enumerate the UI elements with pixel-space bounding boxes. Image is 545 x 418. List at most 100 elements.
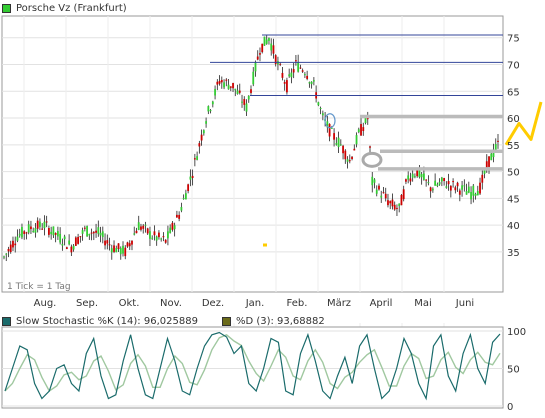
candle-up — [470, 192, 472, 200]
price-y-tick-label: 70 — [507, 60, 520, 71]
candle-up — [189, 176, 192, 180]
candle-up — [445, 186, 448, 188]
candle-up — [326, 121, 329, 128]
price-y-axis: 35 40 45 50 55 60 65 70 75 — [507, 34, 520, 259]
candle-down — [389, 201, 392, 204]
candle-up — [319, 108, 322, 110]
x-tick-label: Feb. — [287, 298, 308, 309]
candle-up — [88, 233, 91, 236]
candle-up — [357, 129, 360, 133]
candle-up — [39, 221, 41, 227]
candle-up — [173, 225, 176, 230]
x-tick-label: Dez. — [202, 298, 224, 309]
candle-up — [16, 236, 19, 241]
candle-down — [250, 89, 252, 93]
candle-down — [443, 178, 446, 182]
candle-down — [301, 70, 304, 72]
candle-down — [454, 187, 457, 191]
candle-up — [335, 143, 338, 145]
candle-down — [485, 161, 488, 169]
candle-down — [362, 127, 365, 132]
candle-up — [310, 81, 313, 85]
candle-down — [384, 193, 387, 199]
stochastic-y-axis: 0 50 100 — [507, 327, 526, 413]
candle-down — [142, 225, 145, 229]
candle-up — [3, 256, 5, 258]
candle-up — [467, 186, 470, 193]
candle-up — [254, 62, 257, 72]
candle-up — [483, 169, 486, 174]
candle-down — [238, 90, 241, 93]
candle-down — [146, 228, 149, 234]
candle-down — [113, 245, 115, 252]
candle-up — [436, 184, 439, 187]
candle-down — [283, 81, 286, 84]
candle-up — [151, 237, 154, 239]
price-y-tick-label: 50 — [507, 168, 520, 179]
candle-down — [396, 207, 398, 209]
candle-down — [41, 228, 44, 230]
candle-down — [131, 240, 133, 245]
candle-down — [200, 134, 203, 141]
candle-down — [342, 145, 344, 154]
candle-up — [68, 240, 71, 245]
candle-down — [497, 140, 499, 142]
candle-down — [90, 232, 93, 234]
price-plot-frame — [1, 15, 504, 293]
candle-down — [232, 83, 234, 89]
candle-up — [418, 168, 421, 178]
candle-up — [245, 103, 248, 112]
candle-up — [423, 173, 425, 180]
candle-up — [137, 222, 140, 230]
candle-down — [416, 170, 419, 177]
candle-down — [12, 240, 14, 248]
candle-down — [220, 79, 223, 83]
candle-down — [351, 156, 353, 160]
forecast-line — [504, 101, 543, 146]
candle-up — [119, 248, 122, 255]
candle-up — [63, 236, 66, 240]
candle-down — [25, 232, 28, 234]
candle-up — [196, 156, 199, 160]
stochastic-k-line — [4, 331, 501, 401]
candle-up — [34, 228, 37, 233]
candle-up — [241, 101, 243, 103]
candle-up — [380, 195, 383, 198]
candle-down — [378, 185, 380, 190]
candle-down — [225, 79, 228, 81]
candle-down — [382, 192, 385, 194]
candle-down — [393, 204, 396, 210]
candle-down — [452, 181, 454, 183]
candle-up — [490, 153, 493, 161]
candle-down — [425, 179, 428, 181]
candle-down — [272, 45, 275, 54]
candle-down — [14, 243, 17, 246]
candle-up — [27, 224, 30, 233]
candle-down — [281, 72, 284, 78]
stochastic-y-tick-label: 100 — [507, 327, 526, 338]
candle-down — [153, 231, 156, 236]
candle-down — [216, 81, 219, 85]
candle-down — [106, 240, 109, 244]
candle-down — [479, 182, 481, 194]
candle-up — [375, 189, 378, 194]
stray-mark — [263, 243, 267, 247]
candle-down — [140, 226, 142, 230]
candle-down — [256, 56, 259, 60]
candle-up — [476, 191, 479, 196]
candle-down — [77, 236, 79, 244]
candle-up — [492, 149, 495, 158]
candle-up — [209, 110, 212, 112]
candle-down — [74, 237, 77, 246]
price-candles — [3, 34, 499, 262]
candle-up — [438, 182, 441, 185]
candle-up — [43, 221, 46, 229]
candle-up — [50, 231, 53, 235]
candle-down — [54, 232, 57, 235]
price-y-tick-label: 35 — [507, 248, 520, 259]
price-legend-label: Porsche Vz (Frankfurt) — [16, 2, 127, 14]
stochastic-k-label: Slow Stochastic %K (14): 96,025889 — [16, 315, 198, 327]
candle-up — [308, 82, 311, 84]
candle-up — [56, 231, 59, 237]
candle-up — [214, 88, 216, 96]
